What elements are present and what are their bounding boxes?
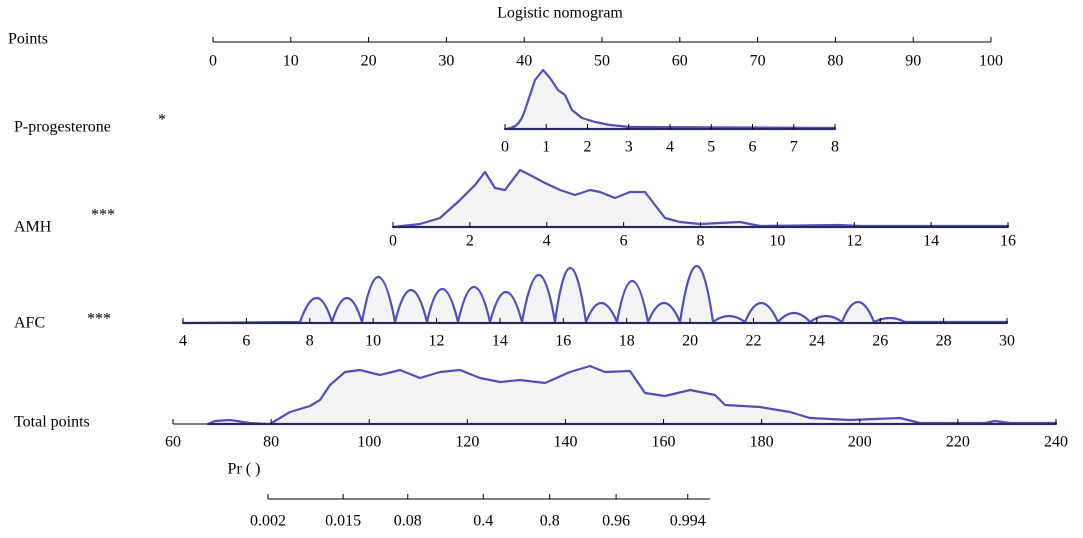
- tick-label: 6: [749, 139, 757, 156]
- tick-label: 16: [555, 333, 571, 350]
- tick-label: 30: [999, 333, 1015, 350]
- tick-label: 10: [769, 233, 785, 250]
- tick-label: 240: [1044, 434, 1068, 451]
- tick-label: 8: [831, 139, 839, 156]
- scale-label: Total points: [14, 414, 90, 431]
- tick-label: 0.08: [394, 513, 422, 530]
- tick-label: 60: [672, 53, 688, 70]
- tick-label: 20: [361, 53, 377, 70]
- tick-label: 0.994: [670, 513, 706, 530]
- tick-label: 8: [306, 333, 314, 350]
- tick-label: 12: [429, 333, 445, 350]
- tick-label: 0.96: [602, 513, 630, 530]
- tick-label: 0: [389, 233, 397, 250]
- tick-label: 70: [750, 53, 766, 70]
- tick-label: 30: [438, 53, 454, 70]
- tick-label: 80: [827, 53, 843, 70]
- tick-label: 160: [652, 434, 676, 451]
- tick-label: 80: [263, 434, 279, 451]
- tick-label: 10: [365, 333, 381, 350]
- scale-label: Pr ( ): [228, 461, 261, 478]
- tick-label: 4: [666, 139, 674, 156]
- tick-label: 60: [165, 434, 181, 451]
- tick-label: 22: [745, 333, 761, 350]
- tick-label: 10: [283, 53, 299, 70]
- tick-label: 0.015: [325, 513, 361, 530]
- scale-label: AMH: [14, 219, 52, 236]
- tick-label: 0: [209, 53, 217, 70]
- tick-label: 8: [697, 233, 705, 250]
- density-total-points: [206, 364, 1058, 426]
- tick-label: 0: [501, 139, 509, 156]
- tick-label: 120: [455, 434, 479, 451]
- tick-label: 18: [619, 333, 635, 350]
- density-afc: [181, 265, 1009, 325]
- tick-label: 0.8: [540, 513, 560, 530]
- tick-label: 6: [242, 333, 250, 350]
- significance-marker: ***: [87, 311, 111, 328]
- tick-label: 90: [905, 53, 921, 70]
- tick-label: 50: [594, 53, 610, 70]
- scale-label: AFC: [14, 315, 45, 332]
- tick-label: 100: [979, 53, 1003, 70]
- tick-label: 14: [492, 333, 508, 350]
- tick-label: 140: [553, 434, 577, 451]
- tick-label: 180: [750, 434, 774, 451]
- tick-label: 1: [542, 139, 550, 156]
- tick-label: 0.4: [473, 513, 493, 530]
- significance-marker: *: [158, 112, 166, 129]
- density-p-progesterone: [503, 68, 837, 131]
- tick-label: 28: [936, 333, 952, 350]
- density-amh: [391, 168, 1010, 229]
- tick-label: 4: [179, 333, 187, 350]
- tick-label: 12: [846, 233, 862, 250]
- tick-label: 2: [466, 233, 474, 250]
- tick-label: 100: [357, 434, 381, 451]
- tick-label: 0.002: [250, 513, 286, 530]
- chart-title: Logistic nomogram: [497, 5, 623, 22]
- tick-label: 5: [707, 139, 715, 156]
- scale-label: Points: [8, 31, 48, 48]
- scale-label: P-progesterone: [14, 119, 111, 136]
- tick-label: 7: [790, 139, 798, 156]
- tick-label: 2: [584, 139, 592, 156]
- tick-label: 26: [872, 333, 888, 350]
- tick-label: 4: [543, 233, 551, 250]
- tick-label: 20: [682, 333, 698, 350]
- tick-label: 3: [625, 139, 633, 156]
- tick-label: 200: [848, 434, 872, 451]
- tick-label: 16: [1000, 233, 1016, 250]
- tick-label: 220: [946, 434, 970, 451]
- tick-label: 24: [809, 333, 825, 350]
- significance-marker: ***: [91, 207, 115, 224]
- tick-label: 6: [620, 233, 628, 250]
- tick-label: 40: [516, 53, 532, 70]
- tick-label: 14: [923, 233, 939, 250]
